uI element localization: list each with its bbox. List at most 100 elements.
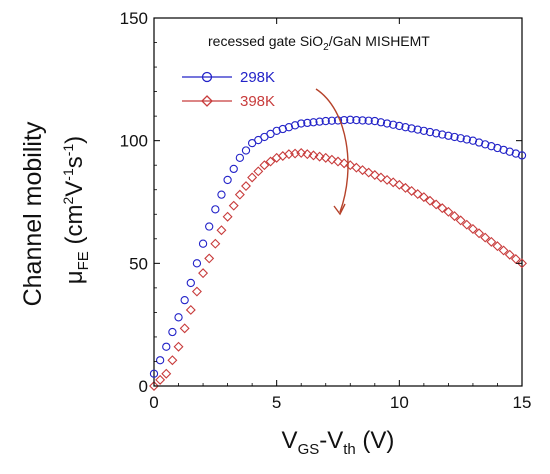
point-398K <box>326 154 337 165</box>
point-298K <box>425 127 435 137</box>
point-298K <box>407 124 416 133</box>
point-398K <box>467 224 478 234</box>
point-398K <box>333 156 343 167</box>
point-298K <box>315 117 324 126</box>
point-398K <box>382 174 393 185</box>
point-298K <box>192 259 202 268</box>
point-398K <box>431 199 442 210</box>
point-298K <box>431 129 441 138</box>
point-398K <box>443 206 454 217</box>
point-398K <box>474 228 485 239</box>
point-298K <box>444 131 453 140</box>
legend-marker-298k <box>201 71 213 83</box>
chart-title: recessed gate SiO2/GaN MISHEMT <box>208 33 430 53</box>
point-298K <box>241 146 251 155</box>
point-298K <box>401 123 410 132</box>
point-398K <box>179 323 190 334</box>
point-398K <box>425 195 435 206</box>
point-298K <box>517 151 527 160</box>
legend-marker-398k <box>201 95 213 107</box>
x-tick-label: 0 <box>149 393 158 412</box>
point-398K <box>167 355 178 366</box>
point-298K <box>162 342 171 351</box>
point-298K <box>149 369 159 378</box>
y-tick-label: 50 <box>129 254 148 273</box>
point-298K <box>382 119 392 128</box>
legend: 298K 398K <box>182 69 275 110</box>
point-298K <box>217 190 226 199</box>
point-398K <box>234 189 245 200</box>
point-398K <box>455 215 466 226</box>
point-398K <box>388 177 399 188</box>
point-298K <box>284 123 294 132</box>
series-layer <box>149 115 527 391</box>
point-298K <box>395 121 404 131</box>
point-398K <box>228 200 239 211</box>
point-398K <box>351 162 362 173</box>
point-298K <box>468 136 478 145</box>
point-398K <box>449 211 460 222</box>
point-298K <box>346 115 355 124</box>
point-398K <box>461 219 472 230</box>
point-298K <box>198 239 208 248</box>
temperature-arrow-head <box>333 203 346 216</box>
y-tick-label: 100 <box>120 132 148 151</box>
point-298K <box>168 327 177 337</box>
point-398K <box>437 203 448 214</box>
point-398K <box>191 286 202 297</box>
point-398K <box>412 189 423 200</box>
point-298K <box>358 116 367 125</box>
point-298K <box>309 118 318 127</box>
point-298K <box>229 164 238 174</box>
point-398K <box>149 381 159 391</box>
point-398K <box>308 150 319 161</box>
point-298K <box>419 126 429 136</box>
point-298K <box>211 205 220 214</box>
point-298K <box>321 116 330 126</box>
point-398K <box>498 245 509 256</box>
point-298K <box>450 132 459 142</box>
point-298K <box>456 134 465 143</box>
point-298K <box>278 124 287 134</box>
point-298K <box>155 356 165 365</box>
point-298K <box>413 125 422 134</box>
y-tick-label: 150 <box>120 9 148 28</box>
point-298K <box>505 147 514 156</box>
point-298K <box>186 278 195 288</box>
y-axis-title-line2: μFE (cm2V-1s-1) <box>60 136 92 284</box>
y-tick-label: 0 <box>139 377 148 396</box>
point-298K <box>223 175 232 185</box>
point-398K <box>486 236 497 247</box>
legend-label-298k: 298K <box>240 69 275 86</box>
point-398K <box>400 182 411 193</box>
point-298K <box>290 121 300 130</box>
point-298K <box>493 143 502 153</box>
point-398K <box>296 147 307 158</box>
temperature-arrow <box>315 88 349 213</box>
point-398K <box>504 249 515 260</box>
point-298K <box>511 149 521 158</box>
point-398K <box>247 172 258 183</box>
point-298K <box>474 138 484 147</box>
point-398K <box>161 368 172 379</box>
plot-area <box>153 17 523 387</box>
point-398K <box>204 253 215 264</box>
point-398K <box>363 167 374 178</box>
point-398K <box>216 225 227 236</box>
annotation-layer <box>315 88 349 216</box>
y-axis-title-line1: Channel mobility <box>19 121 47 306</box>
point-298K <box>272 126 281 136</box>
point-298K <box>174 313 183 322</box>
point-398K <box>394 179 405 190</box>
point-398K <box>155 374 166 385</box>
plot-frame <box>153 17 523 387</box>
point-298K <box>364 116 373 125</box>
point-298K <box>327 116 337 125</box>
point-298K <box>180 295 189 305</box>
point-398K <box>302 149 313 160</box>
point-398K <box>357 165 368 176</box>
point-298K <box>370 116 379 126</box>
point-298K <box>352 115 361 125</box>
point-398K <box>210 238 221 249</box>
